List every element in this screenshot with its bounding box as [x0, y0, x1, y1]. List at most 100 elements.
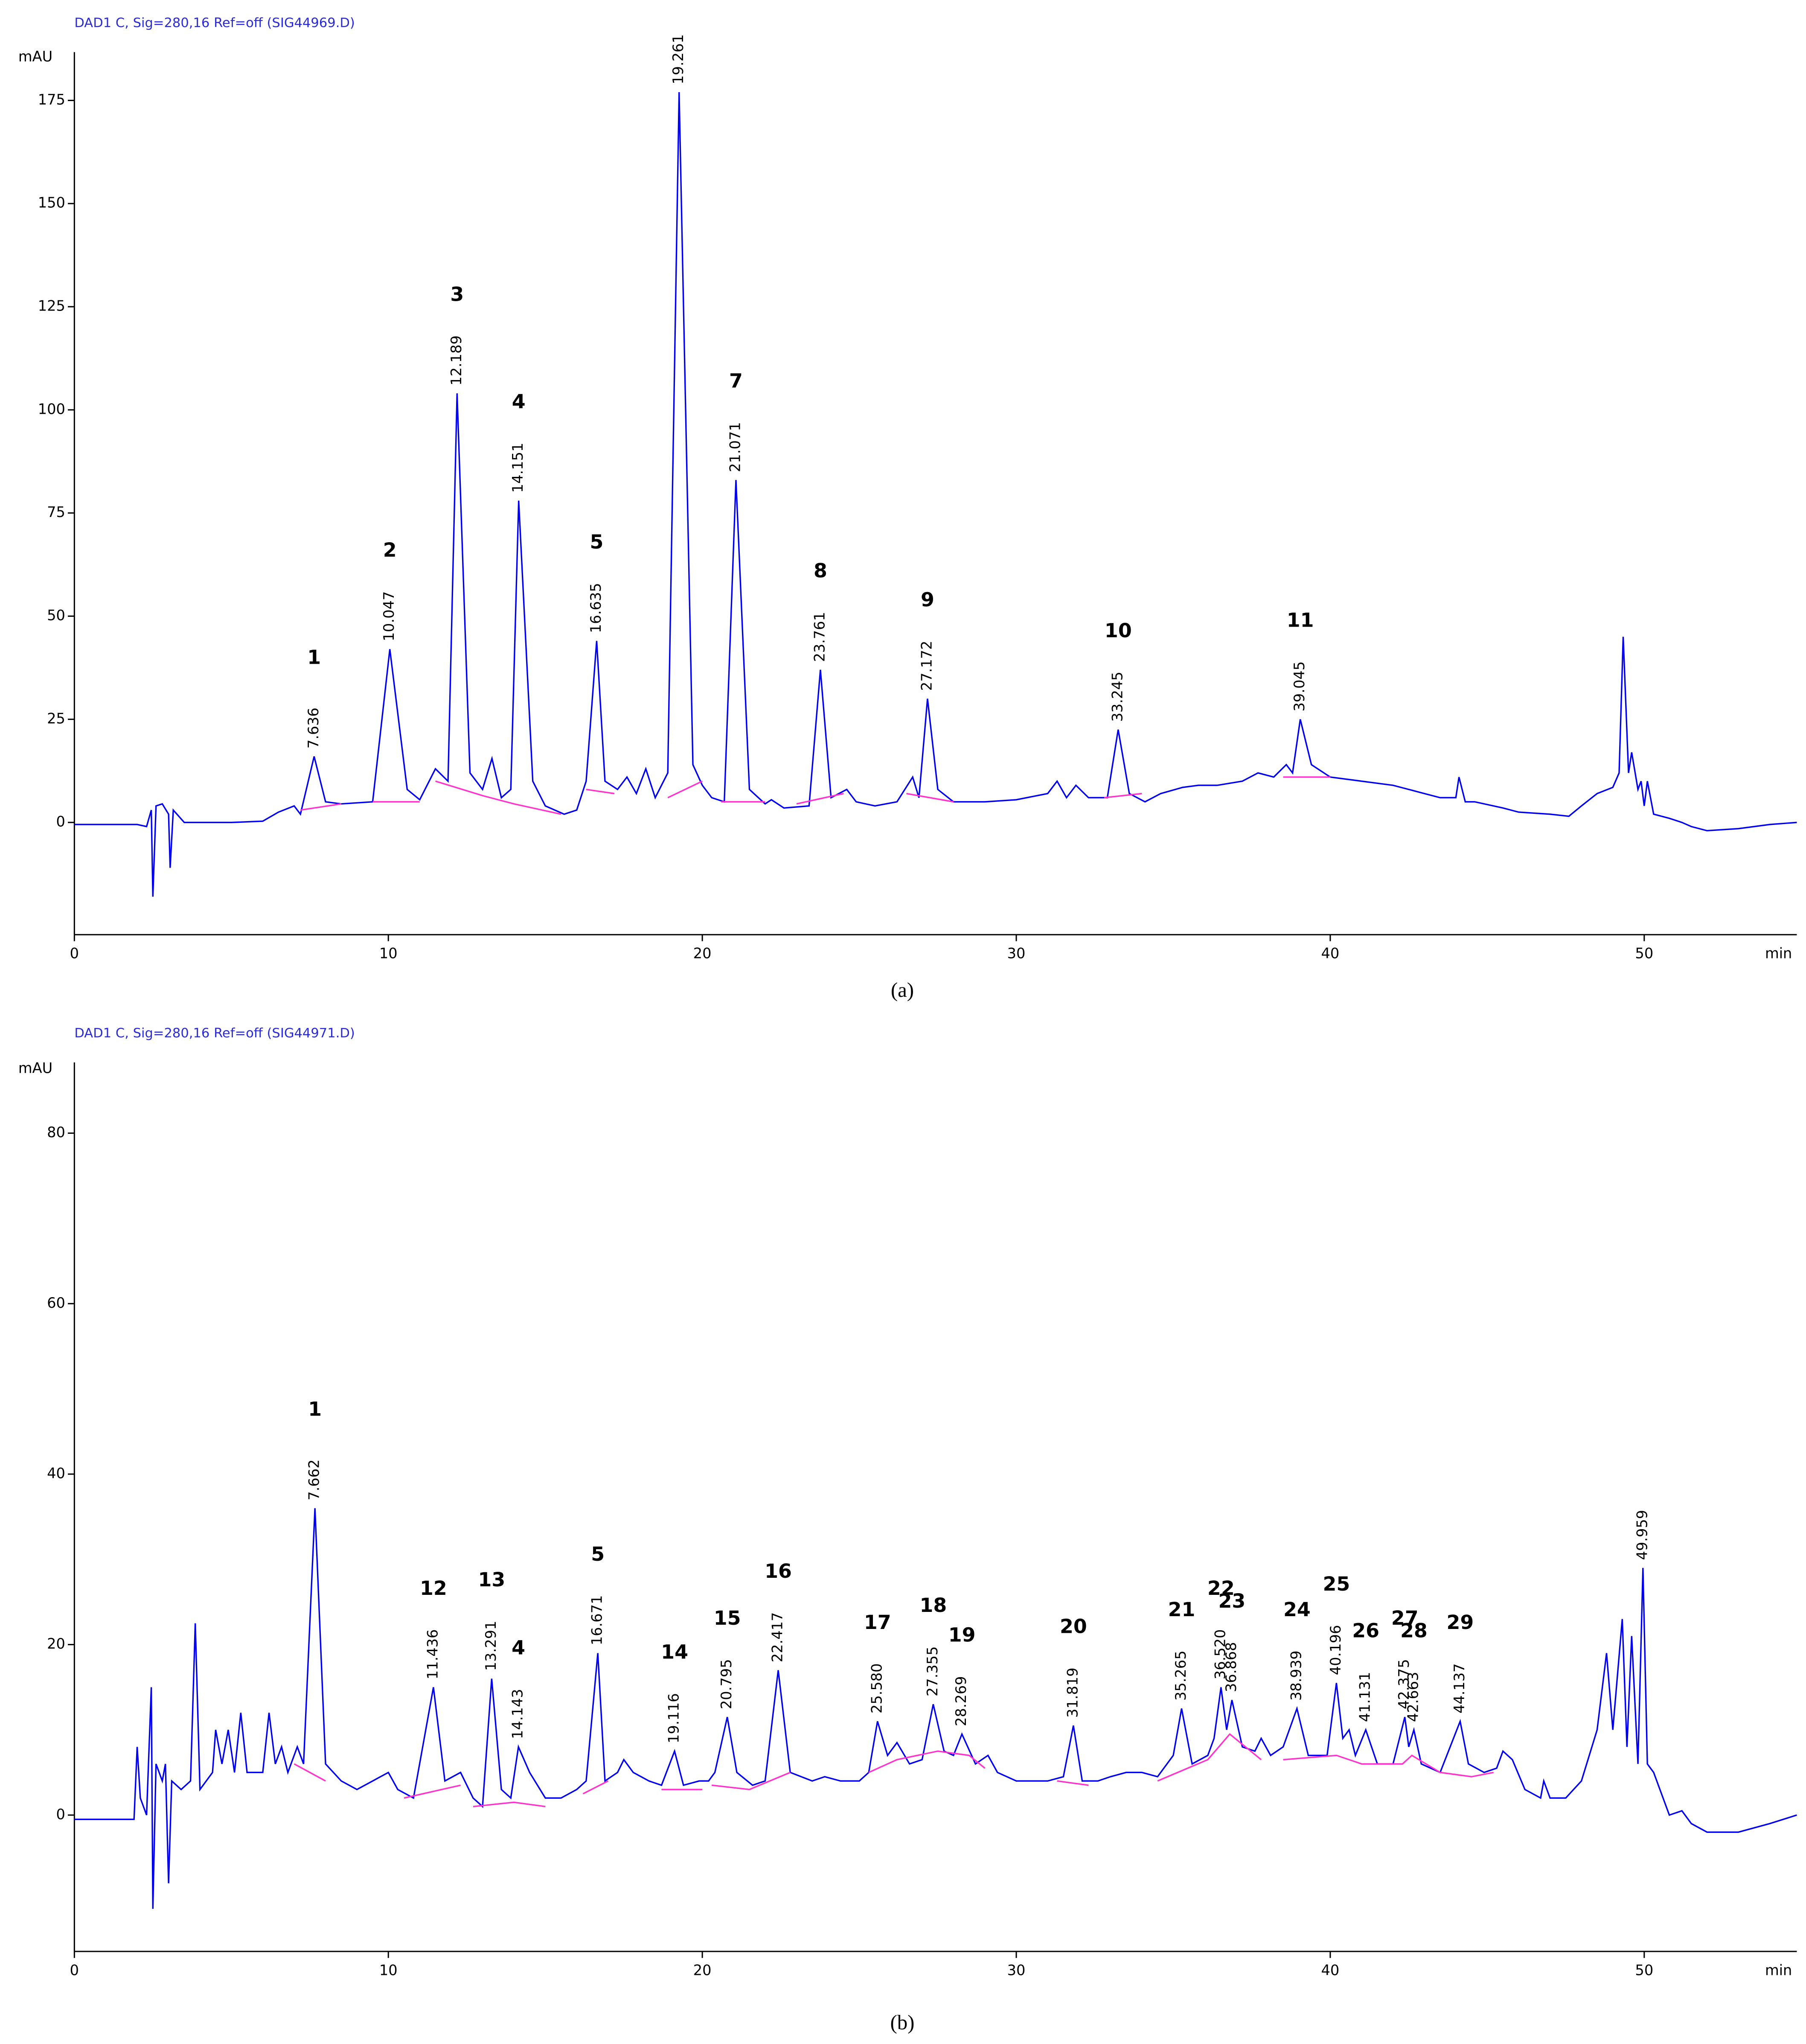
peak-number: 17 — [864, 1611, 891, 1634]
retention-time-label: 27.172 — [918, 641, 935, 691]
peak-number: 5 — [590, 530, 604, 553]
x-tick-label: 50 — [1635, 1962, 1653, 1978]
retention-time-label: 36.868 — [1223, 1642, 1239, 1693]
caption: (a) — [891, 978, 914, 1002]
peak-number: 9 — [921, 588, 934, 611]
x-tick-label: 30 — [1007, 1962, 1026, 1978]
peak-number: 28 — [1400, 1619, 1428, 1642]
y-tick-label: 150 — [38, 195, 65, 211]
peak-number: 21 — [1168, 1598, 1195, 1621]
retention-time-label: 42.375 — [1396, 1659, 1412, 1710]
x-tick-label: 0 — [70, 1962, 79, 1978]
y-tick-label: 40 — [47, 1465, 65, 1481]
peak-number: 18 — [919, 1594, 947, 1617]
peak-number: 15 — [714, 1606, 741, 1629]
retention-time-label: 22.417 — [769, 1612, 785, 1663]
y-tick-label: 75 — [47, 504, 65, 520]
y-tick-label: 0 — [56, 1806, 65, 1823]
retention-time-label: 41.131 — [1357, 1672, 1373, 1722]
retention-time-label: 12.189 — [448, 335, 465, 386]
retention-time-label: 35.265 — [1172, 1651, 1189, 1701]
peak-number: 8 — [814, 559, 827, 582]
retention-time-label: 16.635 — [587, 583, 604, 633]
y-tick-label: 0 — [56, 813, 65, 830]
peak-number: 6 — [672, 0, 686, 4]
x-tick-label: 40 — [1321, 945, 1340, 962]
retention-time-label: 10.047 — [381, 591, 397, 642]
peak-number: 16 — [765, 1559, 792, 1582]
retention-time-label: 14.151 — [509, 443, 526, 493]
chart-title: DAD1 C, Sig=280,16 Ref=off (SIG44971.D) — [74, 1026, 355, 1041]
y-tick-label: 80 — [47, 1124, 65, 1141]
caption: (b) — [890, 2010, 914, 2034]
retention-time-label: 31.819 — [1064, 1668, 1081, 1718]
x-tick-label: 0 — [70, 945, 79, 962]
y-tick-label: 125 — [38, 298, 65, 314]
signal-trace — [74, 1508, 1797, 1909]
retention-time-label: 40.196 — [1327, 1625, 1344, 1675]
retention-time-label: 21.071 — [727, 422, 743, 472]
x-tick-label: 20 — [693, 945, 712, 962]
retention-time-label: 27.355 — [924, 1646, 941, 1697]
retention-time-label: 7.636 — [305, 708, 322, 749]
retention-time-label: 7.662 — [306, 1459, 323, 1500]
x-tick-label: 10 — [379, 945, 398, 962]
baseline — [300, 776, 1330, 815]
peak-number: 5 — [591, 1542, 605, 1565]
retention-time-label: 33.245 — [1109, 672, 1125, 722]
peak-number: 26 — [1352, 1619, 1379, 1642]
retention-time-label: 28.269 — [953, 1676, 969, 1726]
peak-number: 7 — [729, 369, 743, 392]
x-tick-label: 20 — [693, 1962, 712, 1978]
peak-number: 24 — [1283, 1598, 1311, 1621]
y-tick-label: 100 — [38, 401, 65, 417]
y-tick-label: 50 — [47, 607, 65, 624]
retention-time-label: 11.436 — [424, 1629, 441, 1680]
peak-number: 23 — [1219, 1589, 1246, 1612]
retention-time-label: 44.137 — [1451, 1664, 1468, 1714]
peak-number: 13 — [478, 1568, 506, 1591]
retention-time-label: 19.261 — [670, 34, 686, 84]
retention-time-label: 19.116 — [666, 1693, 682, 1743]
peak-number: 11 — [1287, 609, 1314, 632]
peak-number: 27 — [1391, 1606, 1419, 1629]
peak-number: 14 — [661, 1640, 688, 1664]
x-tick-label: 40 — [1321, 1962, 1340, 1978]
y-axis-label: mAU — [18, 48, 52, 65]
peak-number: 1 — [307, 646, 321, 669]
peak-number: 10 — [1105, 619, 1132, 642]
retention-time-label: 39.045 — [1291, 661, 1308, 711]
x-tick-label: 50 — [1635, 945, 1653, 962]
retention-time-label: 36.520 — [1212, 1629, 1228, 1680]
peak-number: 20 — [1060, 1615, 1087, 1638]
signal-trace — [74, 92, 1797, 897]
peak-number: 3 — [450, 282, 464, 305]
peak-number: 2 — [383, 538, 397, 561]
retention-time-label: 49.959 — [1634, 1510, 1650, 1560]
retention-time-label: 38.939 — [1288, 1651, 1304, 1701]
y-tick-label: 25 — [47, 710, 65, 727]
x-tick-label: 10 — [379, 1962, 398, 1978]
retention-time-label: 14.143 — [509, 1689, 526, 1739]
y-axis-label: mAU — [18, 1060, 52, 1077]
retention-time-label: 16.671 — [589, 1595, 605, 1646]
y-tick-label: 20 — [47, 1635, 65, 1652]
retention-time-label: 23.761 — [811, 612, 828, 662]
peak-number: 4 — [512, 390, 526, 413]
peak-number: 22 — [1207, 1577, 1235, 1600]
chart-title: DAD1 C, Sig=280,16 Ref=off (SIG44969.D) — [74, 16, 355, 31]
peak-number: 1 — [308, 1397, 322, 1420]
retention-time-label: 25.580 — [868, 1664, 885, 1714]
x-tick-label: 30 — [1007, 945, 1026, 962]
retention-time-label: 42.663 — [1405, 1672, 1421, 1722]
retention-time-label: 13.291 — [483, 1621, 499, 1671]
baseline — [294, 1733, 1494, 1807]
peak-number: 19 — [948, 1623, 976, 1646]
retention-time-label: 20.795 — [718, 1659, 735, 1710]
y-tick-label: 175 — [38, 91, 65, 108]
peak-number: 4 — [512, 1636, 525, 1659]
y-tick-label: 60 — [47, 1295, 65, 1311]
x-axis-label: min — [1765, 945, 1792, 962]
peak-number: 25 — [1323, 1572, 1350, 1595]
